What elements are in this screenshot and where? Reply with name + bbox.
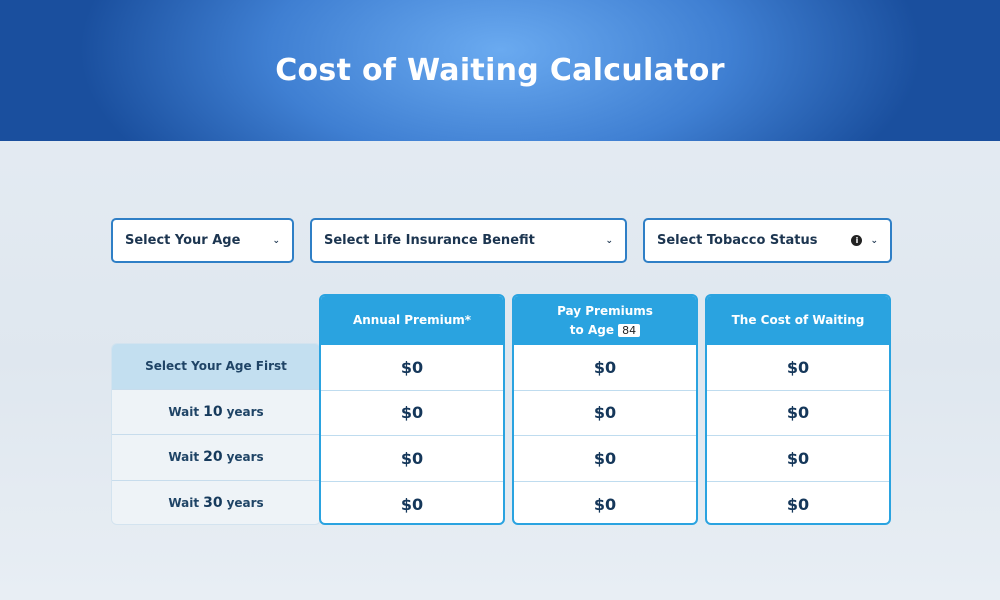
benefit-select-value: Select Life Insurance Benefit [324,233,535,248]
page-header: Cost of Waiting Calculator [0,0,1000,141]
row-label-text: years [226,450,264,465]
row-label-text: Wait [168,404,200,419]
table-cell: $0 [786,494,810,514]
chevron-down-icon: ⌄ [272,235,280,246]
annual-premium-column: Annual Premium* $0 $0 $0 $0 [319,294,505,525]
row-label: Select Your Age First [112,344,320,390]
table-cell: $0 [707,345,889,391]
tobacco-select-value: Select Tobacco Status [657,233,818,248]
row-label-years: 30 [203,495,223,512]
column-header: Annual Premium* [321,296,503,345]
row-label: Wait 30 years [112,480,320,524]
table-cell: $0 [593,494,617,514]
table-cell: $0 [321,391,503,436]
column-header-line: Pay Premiums [557,303,653,318]
table-cell: $0 [400,494,424,514]
row-label-text: Wait [168,496,200,511]
row-label-years: 20 [203,449,223,466]
age-select[interactable]: Select Your Age ⌄ [111,218,294,263]
row-label: Wait 10 years [112,389,320,435]
age-select-value: Select Your Age [125,233,241,248]
table-cell: $0 [321,345,503,391]
row-label: Wait 20 years [112,435,320,481]
info-icon[interactable]: i [851,235,863,246]
row-label-text: Wait [168,450,200,465]
benefit-select[interactable]: Select Life Insurance Benefit ⌄ [310,218,627,263]
pay-premiums-column: Pay Premiums to Age 84 $0 $0 $0 $0 [512,294,698,525]
age-badge: 84 [618,323,641,337]
chevron-down-icon: ⌄ [870,235,878,246]
row-label-text: years [226,496,264,511]
table-cell: $0 [514,391,696,436]
tobacco-select[interactable]: Select Tobacco Status i ⌄ [643,218,892,263]
row-label-text: Select Your Age First [145,359,287,374]
row-label-text: years [226,404,264,419]
page-title: Cost of Waiting Calculator [275,52,725,88]
table-cell: $0 [707,436,889,482]
cost-of-waiting-column: The Cost of Waiting $0 $0 $0 $0 [705,294,891,525]
column-header-line: to Age [569,322,614,337]
row-labels: Select Your Age First Wait 10 years Wait 20… [111,343,321,525]
table-cell: $0 [514,345,696,391]
table-cell: $0 [514,436,696,482]
column-header: The Cost of Waiting [707,296,889,345]
chevron-down-icon: ⌄ [605,235,613,246]
column-header: Pay Premiums to Age 84 [514,296,696,345]
table-cell: $0 [321,436,503,482]
table-cell: $0 [707,391,889,436]
row-label-years: 10 [203,403,223,420]
